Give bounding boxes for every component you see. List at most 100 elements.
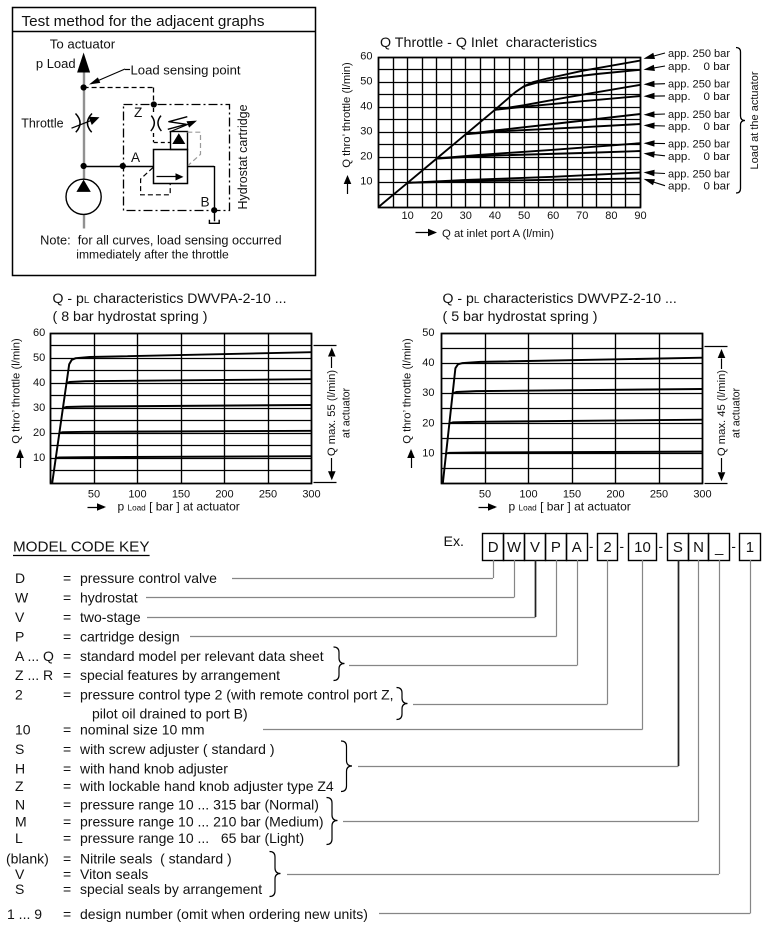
svg-text:-: -	[589, 539, 594, 554]
svg-text:design number (omit when order: design number (omit when ordering new un…	[80, 906, 368, 922]
svg-text:app. 250 bar: app. 250 bar	[668, 109, 730, 121]
svg-text:=: =	[63, 667, 71, 683]
svg-text:app. 0 bar: app. 0 bar	[668, 151, 730, 163]
svg-text:Z ... R: Z ... R	[15, 667, 53, 683]
svg-text:20: 20	[33, 427, 45, 439]
svg-text:60: 60	[33, 327, 45, 339]
svg-text:V: V	[15, 609, 25, 625]
svg-text:_: _	[714, 539, 724, 556]
svg-text:=: =	[63, 589, 71, 605]
svg-text:immediately after the throttle: immediately after the throttle	[76, 248, 229, 262]
svg-text:=: =	[63, 830, 71, 846]
svg-text:S: S	[673, 539, 683, 556]
svg-text:( 5 bar hydrostat spring ): ( 5 bar hydrostat spring )	[443, 309, 598, 325]
svg-text:P: P	[551, 539, 561, 556]
svg-text:app. 0 bar: app. 0 bar	[668, 61, 730, 73]
svg-text:pressure range 10 ... 65 bar: pressure range 10 ... 65 bar (Light)	[80, 830, 304, 846]
svg-text:L: L	[15, 830, 23, 846]
svg-text:cartridge design: cartridge design	[80, 628, 180, 644]
svg-text:A ... Q: A ... Q	[15, 648, 54, 664]
svg-text:2: 2	[603, 539, 611, 556]
svg-text:60: 60	[360, 51, 372, 63]
svg-text:standard model per relevant da: standard model per relevant data sheet	[80, 648, 324, 664]
svg-text:p Load: p Load	[36, 56, 76, 71]
svg-text:Test method for the adjacent g: Test method for the adjacent graphs	[22, 13, 265, 30]
svg-text:(blank): (blank)	[6, 850, 49, 866]
svg-text:40: 40	[360, 101, 372, 113]
svg-text:hydrostat: hydrostat	[80, 589, 138, 605]
svg-text:with screw adjuster ( standard: with screw adjuster ( standard )	[79, 741, 275, 757]
svg-text:special seals by arrangement: special seals by arrangement	[80, 881, 262, 897]
svg-text:Z: Z	[15, 778, 24, 794]
svg-text:A: A	[572, 539, 582, 556]
svg-text:=: =	[63, 866, 71, 882]
svg-text:10: 10	[401, 210, 413, 222]
svg-text:60: 60	[547, 210, 559, 222]
svg-text:app. 0 bar: app. 0 bar	[668, 181, 730, 193]
svg-text:V: V	[530, 539, 540, 556]
svg-text:50: 50	[479, 488, 491, 500]
svg-text:=: =	[63, 778, 71, 794]
svg-text:nominal size 10 mm: nominal size 10 mm	[80, 721, 205, 737]
svg-text:40: 40	[33, 377, 45, 389]
svg-text:at actuator: at actuator	[341, 388, 353, 438]
svg-text:=: =	[63, 760, 71, 776]
svg-text:app. 250 bar: app. 250 bar	[668, 79, 730, 91]
svg-text:pilot oil drained to port B): pilot oil drained to port B)	[92, 705, 248, 721]
svg-text:app. 0 bar: app. 0 bar	[668, 121, 730, 133]
svg-text:250: 250	[650, 488, 668, 500]
svg-text:-: -	[620, 539, 625, 554]
svg-text:Ex.: Ex.	[444, 534, 465, 550]
svg-text:150: 150	[172, 488, 190, 500]
svg-text:D: D	[488, 539, 499, 556]
svg-text:with lockable hand knob adjust: with lockable hand knob adjuster type Z4	[79, 778, 334, 794]
svg-text:=: =	[63, 906, 71, 922]
svg-text:30: 30	[460, 210, 472, 222]
svg-text:300: 300	[693, 488, 711, 500]
svg-text:app. 250 bar: app. 250 bar	[668, 48, 730, 60]
svg-text:p Load [ bar ] at actuator: p Load [ bar ] at actuator	[118, 500, 240, 514]
svg-text:S: S	[15, 881, 24, 897]
svg-text:30: 30	[360, 126, 372, 138]
svg-text:special features by arrangemen: special features by arrangement	[80, 667, 280, 683]
svg-text:250: 250	[259, 488, 277, 500]
svg-text:50: 50	[88, 488, 100, 500]
svg-text:80: 80	[605, 210, 617, 222]
svg-text:with hand knob adjuster: with hand knob adjuster	[79, 760, 228, 776]
svg-text:Q Throttle - Q Inlet characte: Q Throttle - Q Inlet characteristics	[380, 35, 597, 51]
svg-text:20: 20	[422, 417, 434, 429]
svg-text:app. 250 bar: app. 250 bar	[668, 169, 730, 181]
svg-text:40: 40	[489, 210, 501, 222]
svg-text:=: =	[63, 813, 71, 829]
svg-text:Q - pL characteristics DWVPZ-2: Q - pL characteristics DWVPZ-2-10 ...	[443, 290, 677, 306]
svg-text:300: 300	[302, 488, 320, 500]
svg-text:pressure range 10 ... 210 bar: pressure range 10 ... 210 bar (Medium)	[80, 813, 324, 829]
svg-text:-: -	[659, 539, 664, 554]
svg-text:H: H	[15, 760, 25, 776]
svg-text:30: 30	[422, 387, 434, 399]
svg-text:=: =	[63, 686, 71, 702]
svg-text:Q - pL characteristics DWVPA-2: Q - pL characteristics DWVPA-2-10 ...	[53, 290, 287, 306]
svg-text:50: 50	[518, 210, 530, 222]
svg-text:1: 1	[746, 539, 754, 556]
svg-text:10: 10	[634, 539, 651, 556]
svg-text:200: 200	[215, 488, 233, 500]
svg-text:Throttle: Throttle	[21, 117, 63, 131]
svg-text:at actuator: at actuator	[731, 388, 743, 438]
svg-text:app. 0 bar: app. 0 bar	[668, 91, 730, 103]
svg-text:pressure control type 2 (with: pressure control type 2 (with remote con…	[80, 686, 394, 702]
svg-text:=: =	[63, 721, 71, 737]
svg-text:Q thro’ throttle (l/min): Q thro’ throttle (l/min)	[402, 338, 414, 444]
svg-text:40: 40	[422, 357, 434, 369]
svg-text:100: 100	[128, 488, 146, 500]
svg-text:A: A	[131, 150, 141, 165]
svg-text:50: 50	[422, 327, 434, 339]
svg-text:Note: for all curves, load se: Note: for all curves, load sensing occur…	[40, 234, 281, 248]
svg-text:W: W	[507, 539, 522, 556]
svg-text:Nitrile seals ( standard ): Nitrile seals ( standard )	[80, 850, 232, 866]
svg-text:Q thro’ throttle (l/min): Q thro’ throttle (l/min)	[341, 62, 353, 168]
svg-text:V: V	[15, 866, 25, 882]
svg-text:2: 2	[15, 686, 23, 702]
svg-text:Q thro’ throttle (l/min): Q thro’ throttle (l/min)	[11, 338, 23, 444]
svg-text:=: =	[63, 628, 71, 644]
